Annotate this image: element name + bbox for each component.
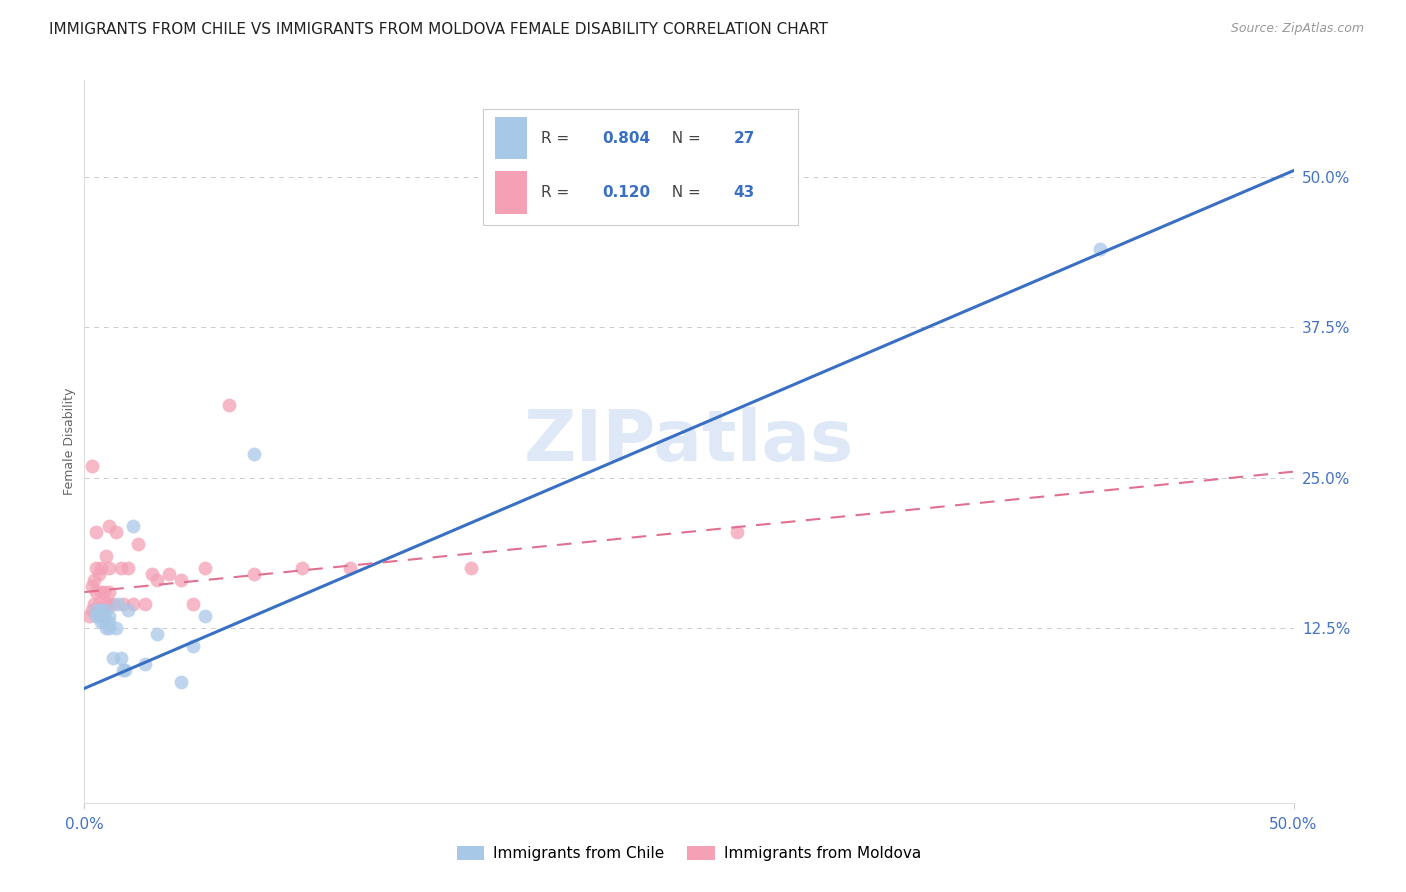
Point [725,524,748,539]
Text: N =: N = [662,185,706,200]
Point [103,597,125,611]
Point [97,585,120,599]
Point [86,524,108,539]
Point [146,627,169,641]
Point [460,561,482,575]
Text: Source: ZipAtlas.com: Source: ZipAtlas.com [1230,22,1364,36]
Point [104,524,127,539]
Point [90,561,112,575]
Point [94,597,117,611]
Point [107,597,129,611]
Point [103,651,125,665]
Text: 0.120: 0.120 [602,185,650,200]
Point [86,603,108,617]
Point [110,651,132,665]
Point [87,597,110,611]
Text: 0.804: 0.804 [602,130,650,145]
Point [86,609,108,624]
Point [97,621,120,635]
Point [97,615,120,630]
Text: 43: 43 [734,185,755,200]
FancyBboxPatch shape [495,171,527,213]
Point [134,657,156,672]
Point [112,597,135,611]
Point [93,609,115,624]
Point [181,639,204,653]
Point [242,567,264,582]
Point [94,603,117,617]
Point [339,561,361,575]
Point [121,597,143,611]
Point [110,561,132,575]
Point [121,518,143,533]
FancyBboxPatch shape [495,117,527,160]
Point [218,398,240,412]
Point [80,579,103,593]
Text: 27: 27 [734,130,755,145]
Point [77,609,100,624]
Point [194,561,217,575]
Point [87,567,110,582]
Text: R =: R = [541,185,575,200]
Point [80,603,103,617]
Point [134,597,156,611]
Point [141,567,163,582]
Point [90,609,112,624]
Point [114,664,136,678]
Point [157,567,180,582]
Point [90,585,112,599]
Point [86,603,108,617]
Point [83,597,105,611]
Point [170,573,193,587]
Point [93,585,115,599]
Point [93,609,115,624]
Point [104,621,127,635]
Text: ZIPatlas: ZIPatlas [524,407,853,476]
Point [87,609,110,624]
Point [194,609,217,624]
Legend: Immigrants from Chile, Immigrants from Moldova: Immigrants from Chile, Immigrants from M… [450,840,928,867]
Point [291,561,314,575]
Point [90,615,112,630]
Point [117,561,139,575]
Point [112,664,135,678]
Point [83,573,105,587]
Point [242,446,264,460]
Point [97,518,120,533]
Text: R =: R = [541,130,575,145]
Point [90,603,112,617]
Point [1088,242,1111,256]
FancyBboxPatch shape [484,109,797,225]
Point [146,573,169,587]
Point [93,615,115,630]
Text: IMMIGRANTS FROM CHILE VS IMMIGRANTS FROM MOLDOVA FEMALE DISABILITY CORRELATION C: IMMIGRANTS FROM CHILE VS IMMIGRANTS FROM… [49,22,828,37]
Point [127,537,149,551]
Y-axis label: Female Disability: Female Disability [63,388,76,495]
Point [97,609,120,624]
Point [94,549,117,563]
Point [80,458,103,473]
Text: N =: N = [662,130,706,145]
Point [94,621,117,635]
Point [86,561,108,575]
Point [97,561,120,575]
Point [97,597,120,611]
Point [117,603,139,617]
Point [86,585,108,599]
Point [170,675,193,690]
Point [181,597,204,611]
